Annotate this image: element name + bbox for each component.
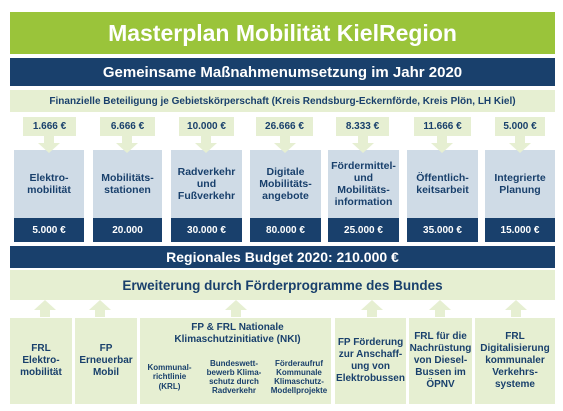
amount-box: 6.666 € xyxy=(100,117,155,136)
page-title: Masterplan Mobilität KielRegion xyxy=(10,12,555,54)
arrow-up xyxy=(505,300,527,317)
arrow-down xyxy=(38,136,60,153)
regional-budget-band: Regionales Budget 2020: 210.000 € xyxy=(10,246,555,268)
program-digital: FRL Digitalisierung kommunaler Verkehrs-… xyxy=(475,318,555,404)
subtitle-band: Gemeinsame Maßnahmenumsetzung im Jahr 20… xyxy=(10,58,555,86)
arrow-up xyxy=(89,300,111,317)
nki-sub-modellprojekte: Förderaufruf Kommunale Klimaschutz- Mode… xyxy=(270,358,328,396)
category-box: Öffentlich- keitsarbeit xyxy=(407,150,478,218)
nki-sub-radverkehr: Bundeswett- bewerb Klima- schutz durch R… xyxy=(206,358,262,396)
amount-box: 10.000 € xyxy=(179,117,234,136)
amount-box: 8.333 € xyxy=(336,117,389,136)
arrow-down xyxy=(352,136,374,153)
category-box: Integrierte Planung xyxy=(485,150,555,218)
arrow-down xyxy=(195,136,217,153)
budget-value: 20.000 xyxy=(93,218,162,242)
arrow-up xyxy=(361,300,383,317)
arrow-up xyxy=(34,300,56,317)
nki-header: FP & FRL Nationale Klimaschutzinitiative… xyxy=(174,322,301,345)
arrow-down xyxy=(116,136,138,153)
program-fp-erneuerbar: FP Erneuerbar Mobil xyxy=(75,318,137,404)
amount-box: 1.666 € xyxy=(23,117,76,136)
program-dieselbusse: FRL für die Nachrüstung von Diesel- Buss… xyxy=(409,318,472,404)
category-box: Radverkehr und Fußverkehr xyxy=(171,150,242,218)
financing-note: Finanzielle Beteiligung je Gebietskörper… xyxy=(10,90,555,112)
nki-sub-krl: Kommunal- richtlinie (KRL) xyxy=(147,363,192,391)
arrow-up xyxy=(429,300,451,317)
budget-value: 25.000 € xyxy=(328,218,399,242)
budget-value: 35.000 € xyxy=(407,218,478,242)
arrow-up xyxy=(225,300,247,317)
arrow-down xyxy=(509,136,531,153)
category-box: Mobilitäts- stationen xyxy=(93,150,162,218)
amount-box: 11.666 € xyxy=(414,117,471,136)
category-box: Fördermittel- und Mobilitäts- informatio… xyxy=(328,150,399,218)
program-nki: FP & FRL Nationale Klimaschutzinitiative… xyxy=(140,318,331,404)
extension-band: Erweiterung durch Förderprogramme des Bu… xyxy=(10,270,555,300)
amount-box: 26.666 € xyxy=(256,117,313,136)
arrow-down xyxy=(274,136,296,153)
category-box: Elektro- mobilität xyxy=(14,150,84,218)
budget-value: 5.000 € xyxy=(14,218,84,242)
budget-value: 80.000 € xyxy=(250,218,321,242)
program-elektrobusse: FP Förderung zur Anschaff- ung von Elekt… xyxy=(335,318,406,404)
budget-value: 15.000 € xyxy=(485,218,555,242)
program-frl-emob: FRL Elektro- mobilität xyxy=(10,318,72,404)
arrow-down xyxy=(431,136,453,153)
budget-value: 30.000 € xyxy=(171,218,242,242)
amount-box: 5.000 € xyxy=(495,117,545,136)
category-box: Digitale Mobilitäts- angebote xyxy=(250,150,321,218)
